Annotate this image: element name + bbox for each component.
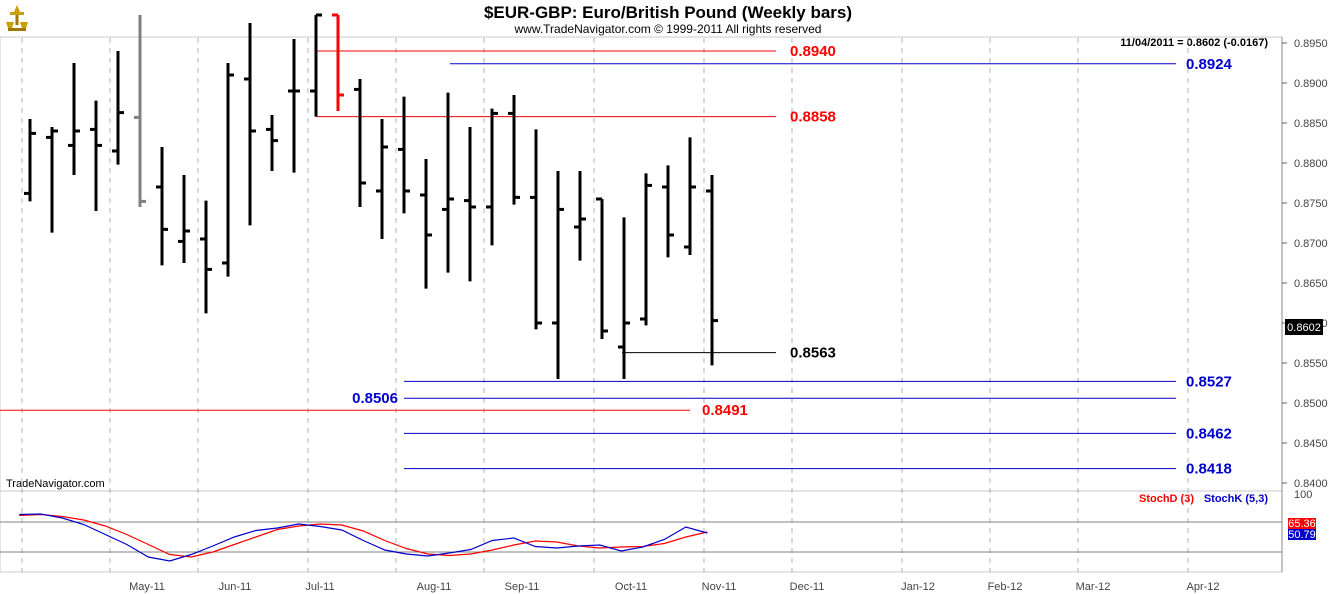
price-panel-frame bbox=[0, 36, 1283, 492]
stoch-tick-100: 100 bbox=[1294, 489, 1312, 501]
ohlc-bar bbox=[46, 127, 58, 233]
ohlc-bar bbox=[24, 119, 36, 202]
level-label: 0.8563 bbox=[790, 345, 836, 362]
ohlc-bar bbox=[662, 165, 674, 258]
y-tick-label: 0.8550 bbox=[1294, 358, 1328, 370]
ohlc-bar bbox=[574, 171, 586, 261]
stoch-series-line bbox=[19, 513, 708, 562]
ohlc-bar bbox=[486, 108, 498, 246]
ohlc-bar bbox=[310, 13, 322, 117]
legend-stochD: StochD (3) bbox=[1139, 493, 1194, 505]
ohlc-bar bbox=[332, 13, 344, 111]
x-tick-label: Oct-11 bbox=[615, 581, 647, 593]
y-tick-label: 0.8700 bbox=[1294, 238, 1328, 250]
ohlc-bar bbox=[640, 173, 652, 326]
stochK-last-label: 50.79 bbox=[1288, 529, 1316, 541]
level-label: 0.8940 bbox=[790, 43, 836, 60]
y-tick-label: 0.8800 bbox=[1294, 158, 1328, 170]
last-price-info: 11/04/2011 = 0.8602 (-0.0167) bbox=[1120, 37, 1268, 49]
chart-subtitle: www.TradeNavigator.com © 1999-2011 All r… bbox=[514, 22, 822, 36]
watermark: TradeNavigator.com bbox=[6, 478, 105, 490]
last-price-marker: 0.8602 bbox=[1285, 319, 1323, 335]
ohlc-bar bbox=[376, 119, 388, 239]
ohlc-bar bbox=[596, 197, 608, 339]
ohlc-bar bbox=[442, 92, 454, 273]
ohlc-bar bbox=[112, 51, 124, 165]
x-tick-label: Aug-11 bbox=[417, 581, 452, 593]
ohlc-bar bbox=[134, 15, 146, 207]
grid bbox=[21, 38, 1189, 572]
x-tick-label: Jul-11 bbox=[305, 581, 334, 593]
x-tick-label: May-11 bbox=[129, 581, 165, 593]
ohlc-bar bbox=[684, 137, 696, 255]
ohlc-bar bbox=[420, 159, 432, 289]
ohlc-bar bbox=[90, 100, 102, 211]
ohlc-bar bbox=[706, 175, 718, 366]
ohlc-bar bbox=[354, 79, 366, 207]
x-tick-label: Dec-11 bbox=[790, 581, 825, 593]
ohlc-bar bbox=[288, 39, 300, 173]
x-axis-ticks: May-11 Jun-11 Jul-11 Aug-11 Sep-11 Oct-11 Nov-… bbox=[129, 581, 1219, 593]
x-tick-label: Nov-11 bbox=[702, 581, 737, 593]
y-tick-label: 0.8500 bbox=[1294, 398, 1328, 410]
x-tick-label: Apr-12 bbox=[1186, 581, 1219, 593]
y-tick-label: 0.8850 bbox=[1294, 118, 1328, 130]
stochD-last-label: 65.36 bbox=[1288, 518, 1316, 530]
y-tick-label: 0.8750 bbox=[1294, 198, 1328, 210]
x-tick-label: Feb-12 bbox=[988, 581, 1023, 593]
ohlc-bar bbox=[178, 175, 190, 263]
ohlc-bar bbox=[398, 96, 410, 214]
level-label: 0.8858 bbox=[790, 109, 836, 126]
ohlc-bar bbox=[618, 217, 630, 379]
ohlc-bar bbox=[552, 171, 564, 379]
y-axis-ticks: 0.8950 0.8900 0.8850 0.8800 0.8750 0.8700 0.86… bbox=[1282, 38, 1328, 490]
y-tick-label: 0.8450 bbox=[1294, 438, 1328, 450]
chart-title: $EUR-GBP: Euro/British Pound (Weekly bar… bbox=[484, 3, 852, 22]
ohlc-bar bbox=[530, 129, 542, 330]
ohlc-bar bbox=[222, 63, 234, 277]
ohlc-bar bbox=[508, 95, 520, 205]
y-tick-label: 0.8400 bbox=[1294, 478, 1328, 490]
ohlc-bar bbox=[156, 147, 168, 266]
stoch-last-markers: 50.79 65.36 bbox=[1288, 518, 1316, 541]
ohlc-bars bbox=[24, 13, 718, 379]
level-label: 0.8491 bbox=[702, 402, 748, 419]
ohlc-bar bbox=[200, 200, 212, 314]
ohlc-bar bbox=[68, 63, 80, 175]
stoch-panel-frame bbox=[0, 490, 1283, 573]
x-tick-label: Jan-12 bbox=[901, 581, 935, 593]
x-tick-label: Sep-11 bbox=[505, 581, 540, 593]
level-label: 0.8506 bbox=[352, 390, 398, 407]
ohlc-bar bbox=[266, 115, 278, 171]
level-label: 0.8527 bbox=[1186, 373, 1232, 390]
ohlc-bar bbox=[464, 127, 476, 282]
price-levels: 0.8940 0.8924 0.8858 0.8563 0.8527 0.8506 0.84… bbox=[0, 43, 1233, 478]
x-tick-label: Jun-11 bbox=[219, 581, 252, 593]
logo-icon bbox=[4, 4, 30, 32]
last-price-label: 0.8602 bbox=[1287, 322, 1321, 334]
stoch-series-line bbox=[19, 513, 708, 558]
ohlc-bar bbox=[244, 23, 256, 226]
level-label: 0.8924 bbox=[1186, 56, 1233, 73]
legend-stochK: StochK (5,3) bbox=[1204, 493, 1269, 505]
stochastic-panel bbox=[0, 513, 1282, 562]
y-tick-label: 0.8650 bbox=[1294, 278, 1328, 290]
y-tick-label: 0.8950 bbox=[1294, 38, 1328, 50]
x-tick-label: Mar-12 bbox=[1076, 581, 1111, 593]
level-label: 0.8462 bbox=[1186, 425, 1232, 442]
y-tick-label: 0.8900 bbox=[1294, 78, 1328, 90]
level-label: 0.8418 bbox=[1186, 461, 1232, 478]
